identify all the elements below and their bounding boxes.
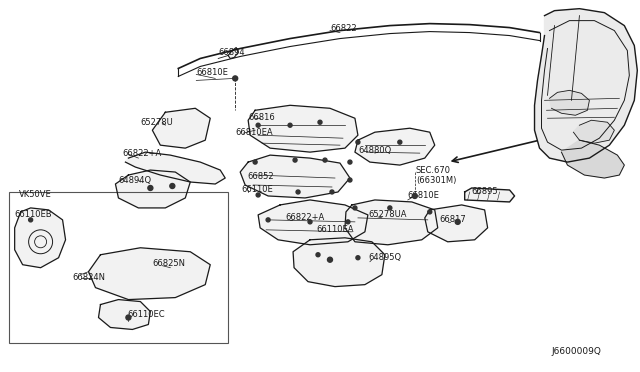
Circle shape (455, 219, 460, 224)
Text: 66822+A: 66822+A (285, 214, 324, 222)
Circle shape (256, 193, 260, 197)
Text: 66810EA: 66810EA (235, 128, 273, 137)
Circle shape (356, 140, 360, 144)
Circle shape (328, 257, 332, 262)
Circle shape (388, 206, 392, 210)
Text: 66110EC: 66110EC (127, 310, 165, 319)
Circle shape (266, 218, 270, 222)
Circle shape (29, 218, 33, 222)
Text: 65278UA: 65278UA (368, 211, 406, 219)
Polygon shape (258, 200, 368, 245)
Text: 66110EA: 66110EA (316, 225, 353, 234)
Text: 64894Q: 64894Q (118, 176, 152, 185)
Polygon shape (425, 205, 488, 242)
Circle shape (412, 193, 417, 198)
Bar (9, 192, 228, 343)
Polygon shape (550, 90, 589, 115)
Circle shape (288, 123, 292, 127)
Text: J6600009Q: J6600009Q (552, 347, 602, 356)
Polygon shape (465, 188, 515, 202)
Circle shape (398, 140, 402, 144)
Polygon shape (228, 48, 238, 58)
Circle shape (323, 158, 327, 162)
Polygon shape (88, 248, 210, 299)
Text: 66895: 66895 (472, 187, 499, 196)
Text: 66817: 66817 (440, 215, 467, 224)
Circle shape (348, 178, 352, 182)
Polygon shape (99, 299, 150, 330)
Text: 66816: 66816 (248, 113, 275, 122)
Text: 66822: 66822 (330, 24, 356, 33)
Text: SEC.670: SEC.670 (416, 166, 451, 174)
Circle shape (346, 220, 350, 224)
Polygon shape (355, 128, 435, 165)
Text: 66110E: 66110E (241, 186, 273, 195)
Circle shape (148, 186, 153, 190)
Circle shape (330, 190, 334, 194)
Circle shape (318, 120, 322, 124)
Text: 66110EB: 66110EB (15, 211, 52, 219)
Circle shape (308, 220, 312, 224)
Circle shape (316, 253, 320, 257)
Text: 66810E: 66810E (196, 68, 228, 77)
Text: 66894: 66894 (218, 48, 245, 57)
Circle shape (253, 160, 257, 164)
Polygon shape (561, 140, 625, 178)
Circle shape (256, 123, 260, 127)
Polygon shape (115, 170, 190, 208)
Circle shape (356, 256, 360, 260)
Polygon shape (152, 108, 210, 148)
Polygon shape (573, 120, 614, 143)
Text: 66822+A: 66822+A (122, 149, 162, 158)
Text: 66824N: 66824N (72, 273, 106, 282)
Polygon shape (15, 208, 65, 268)
Text: 65278U: 65278U (140, 118, 173, 127)
Circle shape (353, 206, 357, 210)
Text: 66810E: 66810E (408, 192, 440, 201)
Polygon shape (293, 238, 385, 286)
Text: 66825N: 66825N (152, 259, 186, 268)
Text: 64880Q: 64880Q (358, 145, 391, 155)
Text: (66301M): (66301M) (416, 176, 456, 185)
Circle shape (126, 315, 131, 320)
Circle shape (348, 160, 352, 164)
Polygon shape (240, 155, 350, 198)
Circle shape (428, 210, 432, 214)
Text: 66852: 66852 (247, 171, 274, 180)
Circle shape (293, 158, 297, 162)
Text: 64895Q: 64895Q (368, 253, 401, 262)
Text: VK50VE: VK50VE (19, 190, 51, 199)
Polygon shape (125, 152, 225, 184)
Polygon shape (345, 200, 438, 245)
Polygon shape (248, 105, 358, 152)
Polygon shape (534, 9, 637, 162)
Circle shape (233, 76, 237, 81)
Circle shape (296, 190, 300, 194)
Circle shape (170, 183, 175, 189)
